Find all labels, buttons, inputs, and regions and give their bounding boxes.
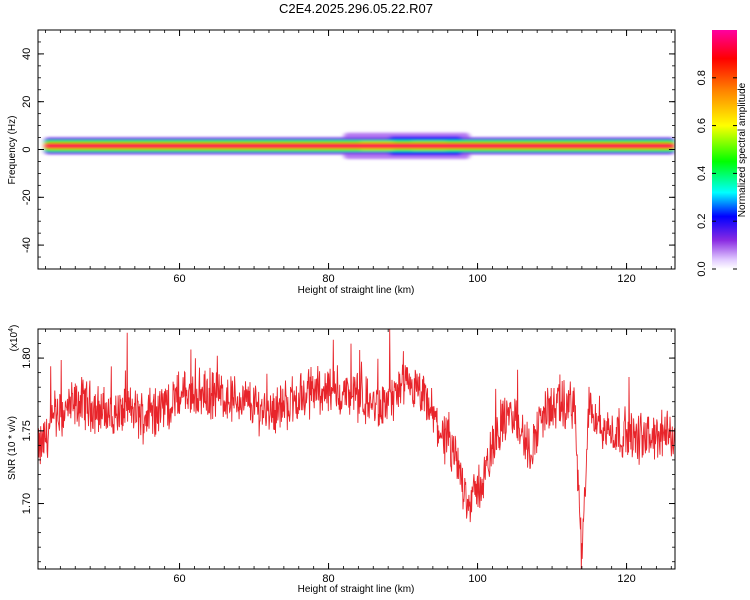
colorbar-tick-label: 0.2 — [696, 214, 708, 229]
y-tick-label: 1.75 — [21, 420, 33, 441]
snr-multiplier-base: (x10 — [9, 331, 20, 351]
snr-frame — [37, 328, 676, 570]
x-tick-label: 80 — [322, 573, 334, 585]
x-tick-label: 100 — [468, 573, 486, 585]
snr-x-label: Height of straight line (km) — [298, 584, 415, 595]
colorbar-tick-label: 0.8 — [696, 70, 708, 85]
snr-series-line — [38, 329, 675, 569]
spectrogram-panel: 60 80 100 120 40 20 0 -20 -40 Height of straigh… — [7, 29, 676, 296]
colorbar-label: Normalized spectral amplitude — [737, 82, 748, 217]
spectrogram-y-axis: 40 20 0 -20 -40 — [21, 29, 675, 270]
y-tick-label: -20 — [21, 189, 33, 205]
y-tick-label: 40 — [21, 48, 33, 60]
y-tick-label: 0 — [21, 146, 33, 152]
chart-title: C2E4.2025.296.05.22.R07 — [279, 1, 433, 16]
snr-multiplier: (x104) — [8, 325, 20, 352]
x-tick-label: 120 — [617, 273, 635, 285]
spectrogram-x-axis: 60 80 100 120 — [45, 30, 672, 285]
spectrogram-x-label: Height of straight line (km) — [298, 285, 415, 296]
snr-multiplier-exponent: 4 — [8, 328, 15, 332]
colorbar-tick-label: 0.4 — [696, 166, 708, 181]
x-tick-label: 80 — [322, 273, 334, 285]
snr-y-label: SNR (10 * v/v) — [7, 416, 18, 480]
y-tick-label: 20 — [21, 96, 33, 108]
colorbar-gradient — [712, 30, 737, 269]
colorbar: 0.0 0.2 0.4 0.6 0.8 Normalized spectral ampl… — [696, 30, 748, 277]
band-segment — [43, 144, 675, 148]
x-tick-label: 120 — [617, 573, 635, 585]
colorbar-tick-label: 0.0 — [696, 261, 708, 276]
colorbar-tick-label: 0.6 — [696, 118, 708, 133]
y-tick-label: -40 — [21, 237, 33, 253]
snr-y-axis: 1.70 1.75 1.80 — [21, 343, 675, 563]
spectrogram-y-label: Frequency (Hz) — [7, 116, 18, 185]
snr-x-axis: 60 80 100 120 — [45, 329, 672, 585]
spectral-band — [43, 132, 675, 160]
x-tick-label: 100 — [468, 273, 486, 285]
y-tick-label: 1.80 — [21, 347, 33, 368]
x-tick-label: 60 — [173, 273, 185, 285]
colorbar-ticks: 0.0 0.2 0.4 0.6 0.8 — [696, 70, 737, 277]
snr-panel: 60 80 100 120 1.70 1.75 1.80 Height of straig… — [7, 325, 676, 595]
x-tick-label: 60 — [173, 573, 185, 585]
y-tick-label: 1.70 — [21, 493, 33, 514]
